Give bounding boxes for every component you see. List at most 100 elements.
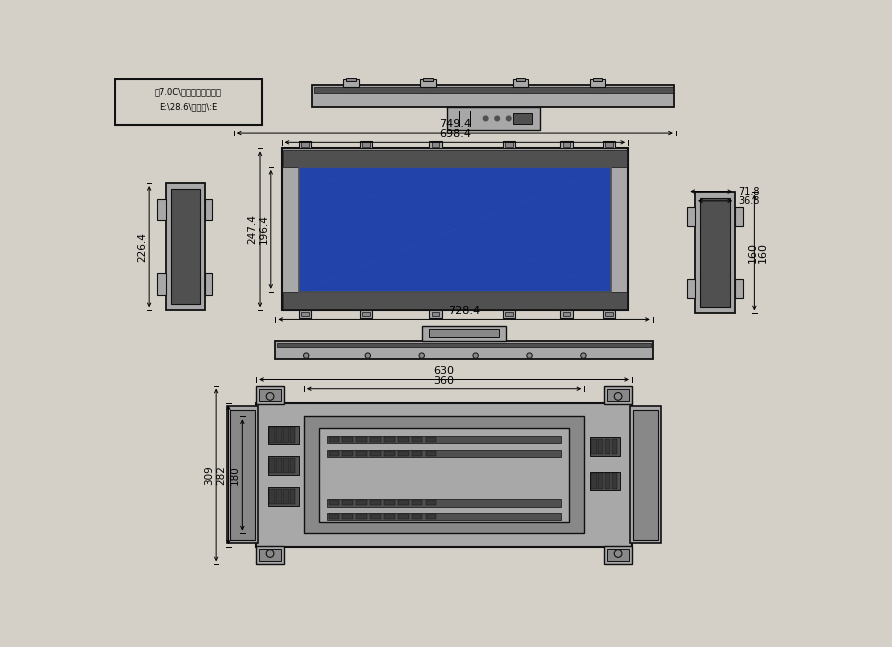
Circle shape: [495, 116, 500, 121]
Bar: [343, 437, 353, 442]
Bar: [256, 402, 632, 547]
Bar: [346, 78, 356, 82]
Bar: [362, 312, 370, 316]
Bar: [327, 499, 561, 507]
Text: 282: 282: [216, 465, 227, 485]
Bar: [502, 141, 515, 148]
Bar: [269, 458, 275, 474]
Bar: [688, 279, 695, 298]
Bar: [590, 79, 605, 87]
Bar: [362, 142, 370, 147]
Bar: [612, 474, 617, 489]
Bar: [312, 85, 674, 107]
Bar: [356, 451, 368, 455]
Text: 160: 160: [758, 242, 768, 263]
Bar: [412, 500, 423, 505]
Bar: [290, 427, 295, 443]
Circle shape: [581, 353, 586, 358]
Text: 309: 309: [204, 465, 214, 485]
Bar: [398, 437, 409, 442]
Circle shape: [483, 116, 488, 121]
Bar: [425, 500, 436, 505]
Bar: [412, 451, 423, 455]
Bar: [563, 142, 570, 147]
Circle shape: [303, 353, 309, 358]
Bar: [360, 141, 373, 148]
Bar: [607, 549, 629, 561]
Bar: [268, 426, 299, 444]
Text: 180: 180: [230, 465, 240, 485]
Bar: [688, 207, 695, 226]
Text: 728.4: 728.4: [448, 305, 480, 316]
Bar: [605, 142, 613, 147]
Bar: [422, 325, 507, 341]
Bar: [591, 474, 597, 489]
Bar: [516, 78, 524, 82]
Bar: [227, 406, 258, 543]
Bar: [204, 199, 212, 220]
Bar: [505, 142, 513, 147]
Bar: [425, 451, 436, 455]
Bar: [301, 142, 309, 147]
Bar: [735, 207, 743, 226]
Bar: [283, 489, 288, 504]
Bar: [590, 437, 621, 455]
Bar: [695, 192, 735, 313]
Bar: [631, 406, 661, 543]
Bar: [560, 310, 573, 318]
Text: 226.4: 226.4: [136, 232, 147, 261]
Bar: [343, 514, 353, 519]
Bar: [170, 190, 200, 304]
Bar: [268, 457, 299, 475]
Bar: [398, 514, 409, 519]
Bar: [370, 451, 381, 455]
Bar: [256, 546, 284, 564]
Bar: [429, 310, 442, 318]
Text: 698.4: 698.4: [439, 129, 471, 139]
Bar: [370, 437, 381, 442]
Bar: [283, 458, 288, 474]
Bar: [398, 451, 409, 455]
Bar: [269, 489, 275, 504]
Bar: [299, 141, 310, 148]
Circle shape: [615, 550, 622, 557]
Bar: [424, 78, 433, 82]
Bar: [290, 458, 295, 474]
Bar: [299, 167, 611, 292]
Bar: [277, 427, 282, 443]
Bar: [598, 474, 604, 489]
Bar: [276, 341, 653, 360]
Circle shape: [507, 116, 511, 121]
Bar: [513, 113, 532, 124]
Bar: [343, 451, 353, 455]
Bar: [356, 514, 368, 519]
Bar: [328, 500, 339, 505]
Text: 630: 630: [434, 366, 455, 376]
Circle shape: [527, 353, 533, 358]
Bar: [370, 500, 381, 505]
Bar: [282, 148, 628, 310]
Bar: [283, 427, 288, 443]
Bar: [592, 78, 602, 82]
Circle shape: [266, 550, 274, 557]
Bar: [301, 312, 309, 316]
Bar: [327, 512, 561, 520]
Bar: [256, 386, 284, 404]
Bar: [230, 410, 254, 540]
Bar: [328, 514, 339, 519]
Bar: [607, 389, 629, 401]
Bar: [447, 107, 540, 130]
Bar: [603, 310, 615, 318]
Text: 247.4: 247.4: [248, 214, 258, 245]
Bar: [314, 87, 673, 93]
Bar: [299, 310, 310, 318]
Circle shape: [615, 393, 622, 400]
Bar: [425, 437, 436, 442]
Bar: [356, 500, 368, 505]
Bar: [432, 312, 440, 316]
Bar: [157, 273, 166, 295]
Bar: [412, 514, 423, 519]
Bar: [290, 489, 295, 504]
Bar: [398, 500, 409, 505]
Text: 36.8: 36.8: [739, 196, 760, 206]
